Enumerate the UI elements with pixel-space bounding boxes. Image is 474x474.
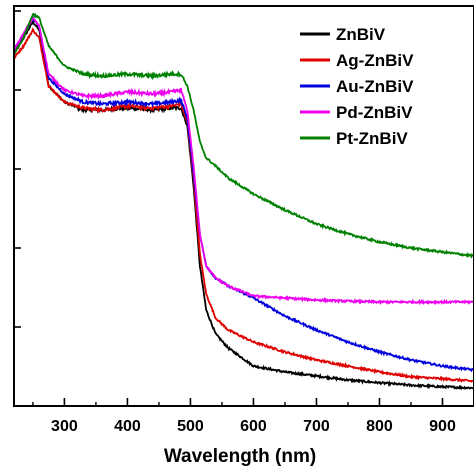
axes-layer: 300 400 500 600 700 800 900 [14, 10, 474, 435]
x-tick-label: 500 [177, 418, 204, 435]
plot-frame [13, 5, 474, 407]
legend: ZnBiV Ag-ZnBiV Au-ZnBiV Pd-ZnBiV Pt-ZnBiV [300, 25, 414, 148]
legend-label: ZnBiV [336, 25, 386, 44]
x-tick-label: 900 [429, 418, 456, 435]
x-tick-label: 800 [366, 418, 393, 435]
series-line-ag-znbiv [13, 27, 474, 383]
legend-label: Au-ZnBiV [336, 77, 414, 96]
legend-label: Ag-ZnBiV [336, 51, 414, 70]
series-line-znbiv [13, 18, 474, 391]
series-line-pt-znbiv [13, 12, 474, 259]
x-tick-label: 300 [51, 418, 78, 435]
legend-label: Pd-ZnBiV [336, 103, 413, 122]
x-axis-title: Wavelength (nm) [164, 446, 316, 467]
series-line-au-znbiv [13, 14, 474, 373]
x-tick-label: 400 [114, 418, 141, 435]
legend-label: Pt-ZnBiV [336, 129, 408, 148]
x-tick-label: 600 [240, 418, 267, 435]
series-layer [13, 12, 474, 391]
series-line-pd-znbiv [13, 16, 474, 306]
x-tick-label: 700 [303, 418, 330, 435]
